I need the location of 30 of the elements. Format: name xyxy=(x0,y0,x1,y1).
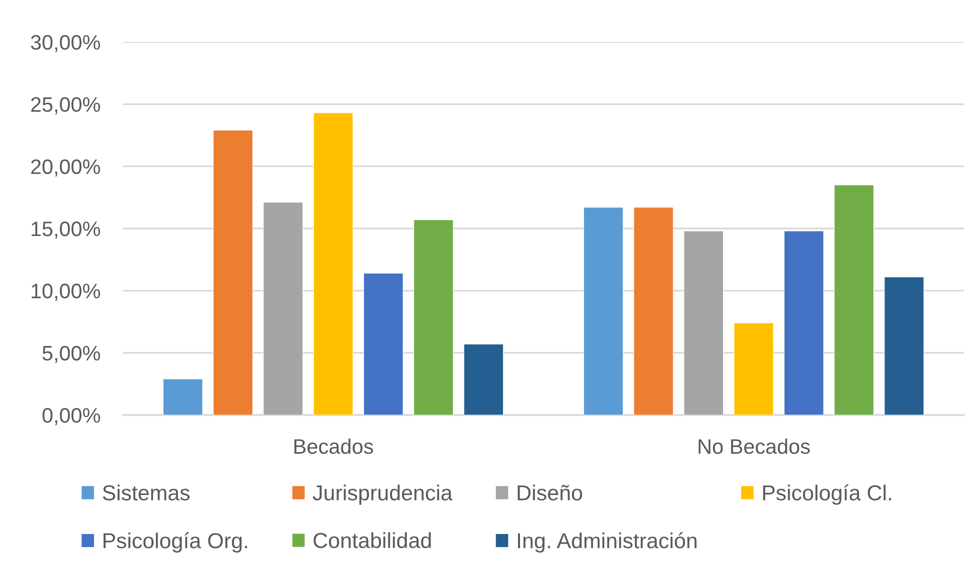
y-tick-label: 5,00% xyxy=(42,346,100,364)
bar xyxy=(162,378,203,415)
y-tick-label: 30,00% xyxy=(30,35,100,52)
y-tick-label: 0,00% xyxy=(42,408,100,426)
bar xyxy=(834,184,874,415)
y-tick-label: 20,00% xyxy=(31,159,100,177)
y-tick-label: 25,00% xyxy=(31,97,100,114)
y-tick-label: 15,00% xyxy=(32,222,100,239)
bar xyxy=(784,230,824,415)
x-tick-label: Becados xyxy=(294,438,374,454)
bar xyxy=(363,272,404,415)
legend-label: Ing. Administración xyxy=(518,532,696,553)
bar xyxy=(634,207,674,415)
bar xyxy=(734,322,774,415)
bar xyxy=(213,130,253,415)
bar xyxy=(313,112,354,415)
bar xyxy=(684,230,724,415)
legend-label: Diseño xyxy=(518,484,582,500)
y-tick-label: 10,00% xyxy=(32,284,100,301)
legend-label: Sistemas xyxy=(102,484,190,500)
bar xyxy=(583,207,624,415)
x-tick-label: No Becados xyxy=(698,438,810,454)
bar xyxy=(263,202,304,415)
legend-label: Psicología Cl. xyxy=(763,484,892,505)
bar xyxy=(884,276,924,415)
legend-label: Psicología Org. xyxy=(104,532,248,553)
bar xyxy=(464,344,504,415)
legend-label: Contabilidad xyxy=(314,532,431,548)
legend-label: Jurisprudencia xyxy=(312,484,452,505)
bar xyxy=(414,220,454,415)
